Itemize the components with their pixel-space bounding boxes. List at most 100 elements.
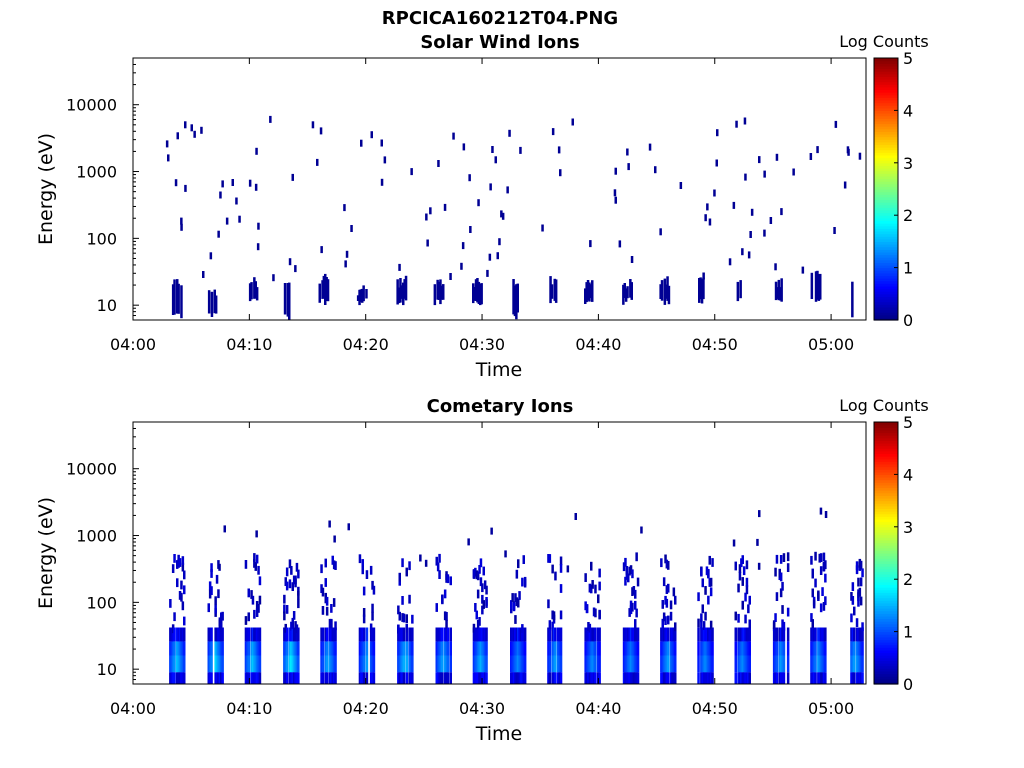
cometary-core-cell	[208, 655, 212, 673]
cometary-core-cell	[662, 655, 666, 673]
cometary-scatter-cell	[824, 511, 828, 518]
cometary-core-cell	[636, 655, 640, 673]
cometary-mid-cell	[857, 627, 860, 642]
solar-wind-scatter-cell	[858, 152, 862, 160]
solar-wind-colorbar-step	[874, 304, 898, 308]
cometary-mid-cell	[737, 627, 740, 642]
solar-wind-colorbar-step	[874, 317, 898, 321]
solar-wind-burst-cell	[516, 283, 519, 313]
cometary-mid-cell	[744, 627, 747, 642]
solar-wind-colorbar-step	[874, 141, 898, 146]
cometary-core-cell	[734, 641, 737, 656]
cometary-tail-cell	[819, 553, 823, 562]
cometary-tail-cell	[324, 594, 327, 604]
cometary-core-cell	[401, 641, 404, 656]
cometary-base-cell	[288, 672, 292, 684]
cometary-tail-cell	[288, 579, 292, 589]
cometary-tail-cell	[258, 595, 262, 605]
cometary-tail-cell	[817, 590, 820, 600]
solar-wind-burst-cell	[810, 272, 814, 299]
cometary-tail-cell	[292, 575, 296, 585]
cometary-base-cell	[662, 672, 666, 684]
cometary-core-cell	[517, 641, 520, 656]
solar-wind-scatter-cell	[231, 179, 234, 186]
solar-wind-scatter-cell	[176, 132, 179, 140]
cometary-mid-cell	[664, 627, 667, 642]
solar-wind-x-tick-label: 04:40	[575, 335, 621, 354]
cometary-tail-cell	[285, 567, 289, 577]
solar-wind-scatter-cell	[716, 129, 719, 137]
cometary-colorbar-step	[874, 626, 898, 630]
cometary-tail-cell	[622, 562, 626, 572]
cometary-tail-cell	[855, 618, 859, 627]
cometary-tail-cell	[859, 596, 863, 606]
solar-wind-burst-cell	[283, 283, 287, 315]
cometary-colorbar-step	[874, 571, 898, 575]
cometary-core-cell	[742, 641, 746, 656]
cometary-colorbar-step	[874, 453, 898, 457]
cometary-tail-cell	[362, 614, 366, 624]
cometary-mid-cell	[285, 627, 289, 642]
solar-wind-scatter-cell	[238, 215, 241, 223]
cometary-core-cell	[181, 641, 185, 656]
cometary-tail-cell	[779, 588, 783, 598]
cometary-tail-cell	[257, 604, 260, 613]
solar-wind-colorbar-step	[874, 152, 898, 156]
cometary-base-cell	[358, 672, 362, 684]
cometary-core-cell	[591, 655, 594, 673]
solar-wind-burst-cell	[479, 283, 482, 306]
cometary-core-cell	[476, 641, 480, 656]
cometary-tail-cell	[824, 560, 827, 570]
cometary-core-cell	[405, 641, 408, 656]
cometary-base-cell	[786, 672, 790, 684]
cometary-mid-cell	[519, 627, 523, 642]
solar-wind-scatter-cell	[488, 253, 492, 261]
cometary-y-tick-label: 10	[97, 660, 117, 679]
cometary-colorbar-step	[874, 592, 898, 596]
cometary-core-cell	[786, 655, 790, 673]
cometary-base-cell	[523, 672, 527, 684]
solar-wind-colorbar-step	[874, 168, 898, 172]
cometary-tail-cell	[709, 577, 713, 587]
solar-wind-burst-cell	[512, 279, 515, 315]
cometary-core-cell	[171, 641, 175, 656]
cometary-core-cell	[597, 655, 600, 673]
cometary-tail-cell	[660, 558, 663, 568]
cometary-base-cell	[483, 672, 487, 684]
solar-wind-burst-cell	[851, 281, 854, 318]
cometary-core-cell	[817, 641, 820, 656]
cometary-tail-cell	[591, 580, 594, 589]
cometary-mid-cell	[660, 627, 663, 642]
cometary-base-cell	[584, 672, 587, 684]
cometary-core-cell	[215, 655, 219, 673]
cometary-colorbar-tick-label: 0	[903, 675, 913, 694]
cometary-tail-cell	[786, 552, 790, 562]
cometary-core-cell	[331, 655, 334, 673]
cometary-core-cell	[810, 641, 813, 656]
cometary-core-cell	[631, 655, 634, 673]
cometary-core-cell	[622, 655, 626, 673]
cometary-core-cell	[320, 655, 323, 673]
cometary-core-cell	[514, 641, 517, 656]
cometary-mid-cell	[483, 627, 487, 642]
cometary-base-cell	[700, 672, 703, 684]
solar-wind-colorbar-step	[874, 170, 898, 174]
cometary-base-cell	[629, 672, 633, 684]
cometary-mid-cell	[707, 627, 710, 642]
solar-wind-burst-cell	[176, 279, 179, 314]
solar-wind-burst-cell	[361, 288, 364, 303]
cometary-base-cell	[737, 672, 740, 684]
cometary-mid-cell	[859, 627, 863, 642]
cometary-core-cell	[814, 655, 817, 673]
cometary-mid-cell	[745, 627, 749, 642]
solar-wind-scatter-cell	[654, 166, 657, 174]
cometary-base-cell	[552, 672, 556, 684]
solar-wind-colorbar-step	[874, 257, 898, 261]
cometary-tail-cell	[181, 601, 185, 611]
solar-wind-burst-cell	[477, 281, 481, 304]
cometary-core-cell	[485, 641, 488, 656]
cometary-tail-cell	[169, 599, 172, 608]
cometary-base-cell	[181, 672, 185, 684]
cometary-core-cell	[178, 641, 182, 656]
solar-wind-colorbar-step	[874, 71, 898, 75]
